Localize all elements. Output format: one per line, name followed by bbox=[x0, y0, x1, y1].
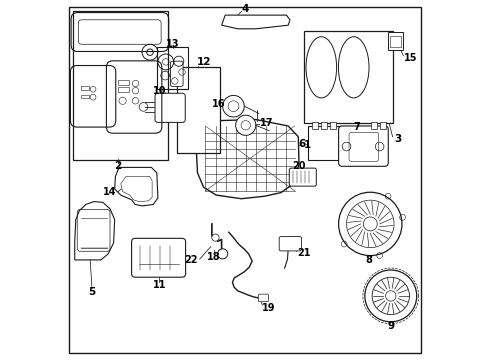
Polygon shape bbox=[115, 167, 158, 206]
Text: 15: 15 bbox=[404, 53, 417, 63]
Text: 4: 4 bbox=[241, 4, 249, 14]
Bar bbox=[157, 47, 189, 89]
Bar bbox=[391, 36, 400, 47]
FancyBboxPatch shape bbox=[132, 238, 186, 277]
Bar bbox=[304, 31, 392, 123]
Bar bbox=[308, 126, 378, 160]
Text: 14: 14 bbox=[103, 186, 117, 197]
FancyBboxPatch shape bbox=[289, 168, 316, 186]
Circle shape bbox=[212, 234, 219, 241]
Bar bbox=[73, 11, 169, 160]
Polygon shape bbox=[196, 120, 299, 199]
Text: 6: 6 bbox=[298, 139, 305, 149]
Text: 13: 13 bbox=[166, 39, 179, 49]
Text: 18: 18 bbox=[207, 252, 220, 262]
Bar bbox=[320, 122, 327, 129]
Bar bbox=[312, 122, 318, 129]
Bar bbox=[388, 32, 403, 50]
Circle shape bbox=[372, 277, 410, 315]
Text: 12: 12 bbox=[196, 57, 211, 67]
Circle shape bbox=[365, 270, 416, 322]
Circle shape bbox=[386, 291, 396, 301]
Text: 10: 10 bbox=[152, 86, 166, 96]
Bar bbox=[176, 67, 220, 153]
Bar bbox=[380, 122, 387, 129]
Circle shape bbox=[222, 95, 245, 117]
Text: 2: 2 bbox=[114, 161, 122, 171]
Text: 3: 3 bbox=[394, 134, 402, 144]
FancyBboxPatch shape bbox=[171, 61, 183, 86]
Text: 22: 22 bbox=[184, 255, 197, 265]
Polygon shape bbox=[74, 202, 115, 260]
Text: 5: 5 bbox=[88, 287, 96, 297]
FancyBboxPatch shape bbox=[279, 237, 301, 251]
Text: 11: 11 bbox=[152, 280, 166, 290]
Bar bbox=[118, 80, 129, 85]
Circle shape bbox=[339, 192, 402, 256]
Text: 1: 1 bbox=[303, 140, 311, 150]
FancyBboxPatch shape bbox=[155, 93, 185, 122]
Text: 20: 20 bbox=[292, 161, 306, 171]
Bar bbox=[330, 122, 336, 129]
Text: 7: 7 bbox=[353, 122, 360, 132]
Bar bbox=[81, 86, 89, 90]
FancyBboxPatch shape bbox=[339, 126, 388, 166]
FancyBboxPatch shape bbox=[258, 294, 269, 302]
Circle shape bbox=[236, 115, 256, 135]
Text: 19: 19 bbox=[262, 303, 276, 313]
Polygon shape bbox=[221, 15, 290, 29]
Text: 16: 16 bbox=[212, 99, 225, 109]
Bar bbox=[118, 87, 129, 92]
Text: 9: 9 bbox=[387, 321, 394, 331]
Circle shape bbox=[363, 217, 377, 231]
Text: 21: 21 bbox=[297, 248, 311, 258]
Text: 8: 8 bbox=[366, 255, 372, 265]
Bar bbox=[81, 95, 89, 98]
Bar bbox=[371, 122, 377, 129]
Text: 17: 17 bbox=[260, 118, 273, 128]
